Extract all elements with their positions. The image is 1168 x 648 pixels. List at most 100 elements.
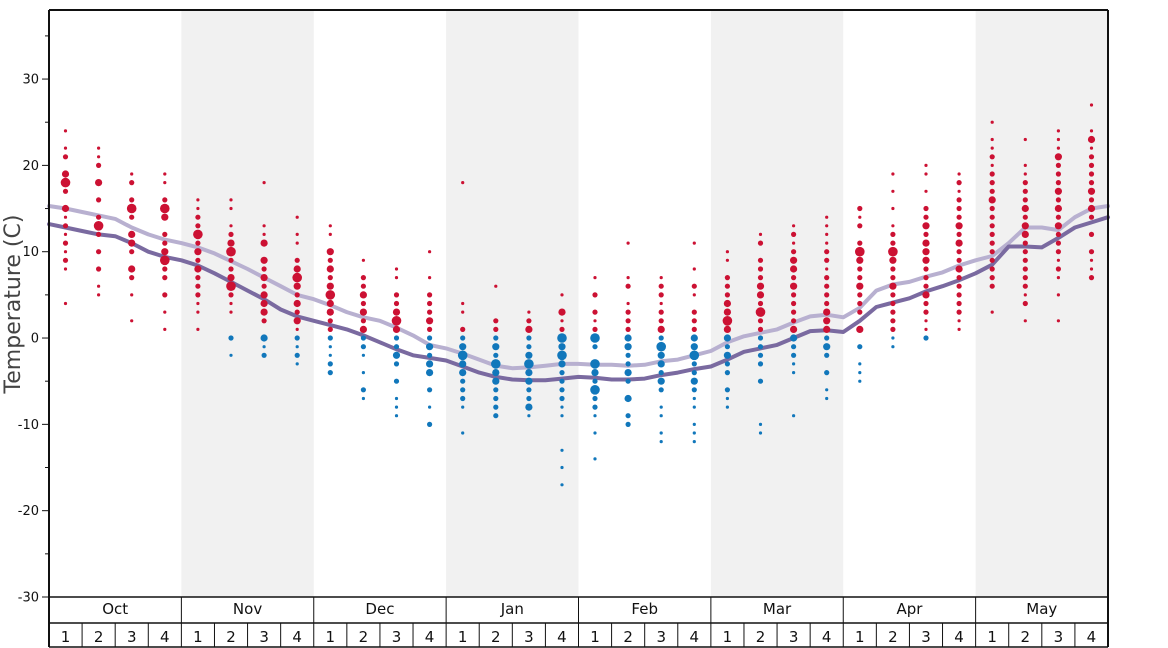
temperature-dot [758,232,763,236]
temperature-dot [1021,230,1029,238]
temperature-dot [196,198,200,202]
temperature-dot [791,309,797,315]
temperature-dot [757,378,764,384]
temperature-dot [858,379,862,383]
temperature-dot [196,310,200,314]
week-label: 1 [723,628,733,646]
temperature-dot [229,198,233,202]
temperature-dot [824,249,830,255]
temperature-dot [924,172,928,176]
temperature-dot [527,310,531,314]
temperature-dot [724,387,731,393]
temperature-dot [1022,300,1028,307]
temperature-dot [327,326,333,332]
temperature-dot [691,370,697,376]
temperature-dot [856,282,864,290]
y-axis-label: Temperature (C) [1,215,26,395]
temperature-dot [626,276,630,280]
temperature-dot [96,197,102,203]
temperature-dot [824,300,830,307]
temperature-dot [1022,240,1028,246]
temperature-dot [757,326,764,332]
temperature-dot [327,257,333,263]
temperature-dot [1089,267,1094,271]
temperature-dot [625,309,631,315]
temperature-dot [724,283,731,289]
temperature-dot [658,292,664,298]
temperature-dot [459,360,467,368]
temperature-dot [625,326,631,332]
temperature-dot [559,387,565,393]
temperature-dot [1089,103,1094,107]
temperature-dot [260,308,268,316]
temperature-dot [1054,222,1062,230]
week-label: 3 [789,628,799,646]
y-tick-label: 30 [22,73,39,88]
temperature-dot [591,369,599,377]
temperature-dot [392,351,401,359]
temperature-dot [725,250,730,254]
temperature-dot [493,413,499,419]
temperature-dot [890,240,896,246]
temperature-dot [824,335,830,341]
temperature-dot [262,232,266,236]
week-label: 2 [1020,628,1030,646]
temperature-dot [361,258,365,262]
temperature-dot [691,283,697,289]
temperature-dot [757,318,764,324]
temperature-dot [691,387,697,393]
temperature-dot [61,170,70,178]
temperature-dot [130,293,134,297]
temperature-dot [824,275,830,281]
temperature-dot [295,215,299,219]
temperature-dot [1055,171,1061,177]
temperature-dot [163,310,167,314]
temperature-dot [97,155,101,159]
temperature-dot [461,405,465,409]
week-label: 4 [425,628,435,646]
month-shade [710,10,844,597]
temperature-dot [1023,293,1027,297]
temperature-dot [262,181,266,185]
temperature-dot [163,172,167,176]
temperature-dot [195,275,201,281]
y-tick-label: -20 [18,504,39,519]
temperature-dot [492,369,500,377]
month-label: Jan [500,600,524,618]
temperature-dot [590,333,600,343]
temperature-dot [724,344,731,350]
temperature-dot [63,267,68,271]
temperature-dot [956,275,962,281]
temperature-dot [129,180,135,186]
month-label: Apr [896,600,923,618]
temperature-dot [725,405,730,409]
temperature-dot [196,327,200,331]
week-label: 2 [888,628,898,646]
temperature-dot [792,371,796,375]
temperature-dot [791,352,797,358]
week-label: 4 [292,628,302,646]
temperature-dot [756,291,765,299]
temperature-dot [989,231,995,237]
temperature-dot [295,241,299,245]
temperature-dot [260,291,268,299]
temperature-dot [1089,129,1094,133]
month-label: May [1026,600,1057,618]
temperature-dot [162,266,168,272]
temperature-dot [1055,240,1061,246]
temperature-dot [559,326,565,332]
temperature-dot [923,266,929,272]
temperature-dot [1087,135,1096,144]
temperature-dot [129,214,135,220]
temperature-dot [558,308,566,316]
temperature-dot [229,206,233,211]
temperature-dot [560,465,564,470]
temperature-dot [658,370,664,376]
week-label: 1 [458,628,468,646]
temperature-dot [160,203,170,214]
week-label: 2 [491,628,501,646]
temperature-dot [457,350,468,361]
temperature-dot [592,378,598,384]
temperature-dot [493,387,499,393]
temperature-dot [625,352,631,358]
